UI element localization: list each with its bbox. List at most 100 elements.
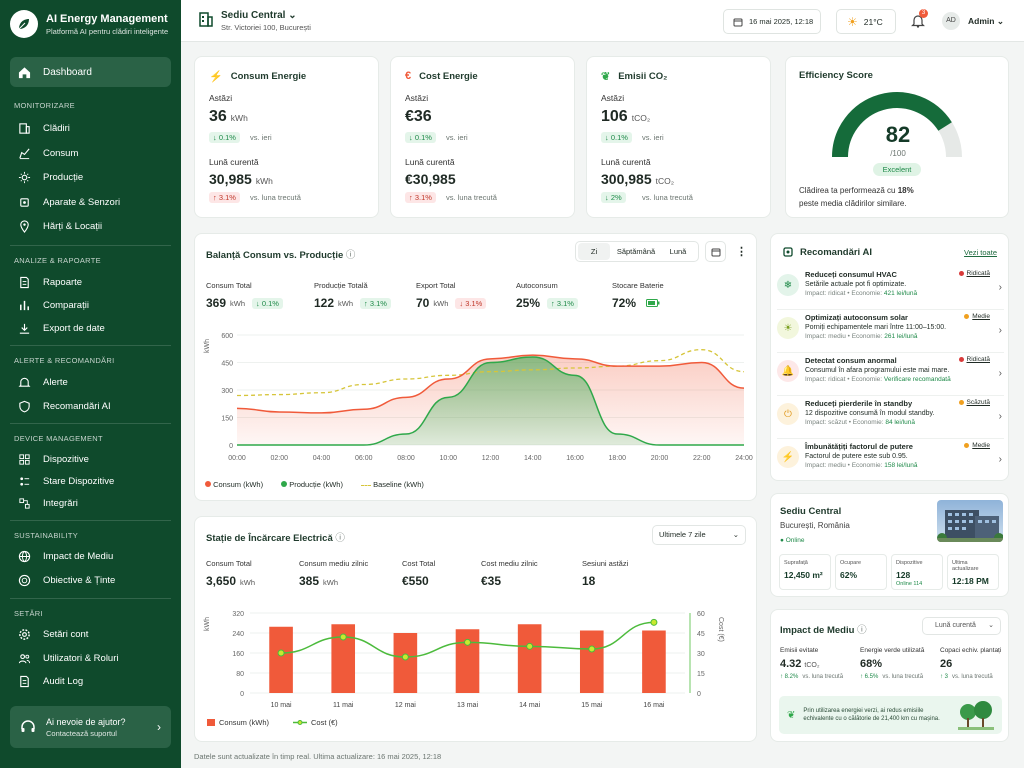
recommendation-item[interactable]: ❄ Reduceți consumul HVAC Setările actuale … [777, 268, 1004, 308]
recommendation-item[interactable]: ⏻ Reduceți pierderile în standby 12 dispoz… [777, 397, 1004, 437]
more-options-icon[interactable]: ⋮ [736, 246, 747, 258]
kpi-today-unit: tCO₂ [631, 113, 651, 123]
sidebar-item-setări-cont[interactable]: Setări cont [18, 628, 88, 641]
priority-label: Ridicată [966, 356, 990, 363]
recommendation-icon: ⏻ [777, 403, 799, 425]
shield-icon [19, 400, 30, 413]
consum-bar [393, 633, 418, 693]
cost-point [339, 633, 347, 641]
charging-stat-unit: kWh [323, 578, 339, 587]
recommendation-item[interactable]: 🔔 Detectat consum anormal Consumul în afar… [777, 354, 1004, 394]
balance-stat-delta: ↑ 3.1% [547, 297, 578, 309]
sidebar-item-producție[interactable]: Producție [18, 171, 83, 184]
weather-widget[interactable]: ☀ 21°C [836, 9, 896, 34]
recommendation-desc: Setările actuale pot fi optimizate. [805, 281, 907, 288]
sidebar-item-dispozitive[interactable]: Dispozitive [18, 453, 89, 466]
building-icon [19, 123, 30, 134]
recommendation-saving: 421 lei/lună [883, 290, 918, 297]
sidebar-item-alerte[interactable]: Alerte [18, 376, 68, 389]
chevron-down-icon: ⌄ [732, 530, 739, 539]
recommendation-body: Optimizați autoconsum solar Porniți echip… [805, 311, 1004, 351]
sidebar-item-audit-log[interactable]: Audit Log [18, 675, 83, 688]
kpi-title-text: Consum Energie [230, 71, 307, 82]
sidebar-item-label: Alerte [43, 377, 68, 388]
sidebar-divider [10, 245, 171, 246]
chevron-right-icon: › [998, 411, 1002, 422]
sidebar-item-obiective-ținte[interactable]: Obiective & Ținte [18, 574, 115, 587]
x-tick-label: 02:00 [270, 455, 288, 462]
impact-note-text: Prin utilizarea energiei verzi, ai redus… [803, 708, 940, 722]
info-icon[interactable]: ⓘ [335, 533, 345, 544]
recommendation-title: Îmbunătățiți factorul de putere [805, 442, 913, 451]
kpi-month-value: 30,985 kWh [209, 171, 273, 187]
site-name: Sediu Central [221, 10, 286, 21]
recommendation-desc: Consumul în afara programului este mai m… [805, 367, 950, 374]
kpi-month-value: 300,985 tCO₂ [601, 171, 674, 187]
notification-badge: 3 [919, 9, 928, 18]
charging-stat-label: Sesiuni astăzi [582, 559, 629, 568]
sidebar-item-stare-dispozitive[interactable]: Stare Dispozitive [18, 475, 114, 488]
site-stat: Dispozitive 128 Online 114 [891, 554, 943, 590]
recommendation-meta: Impact: ridicat • Economie: Verificare r… [805, 376, 1004, 383]
datetime-picker[interactable]: 16 mai 2025, 12:18 [723, 9, 821, 34]
balance-card: Balanță Consum vs. Producție ⓘ Zi Săptăm… [194, 233, 757, 501]
info-icon[interactable]: ⓘ [345, 250, 356, 261]
sidebar-item-rapoarte[interactable]: Rapoarte [18, 276, 82, 289]
balance-stat-delta: ↑ 3.1% [360, 297, 391, 309]
sidebar-item-clădiri[interactable]: Clădiri [18, 122, 70, 135]
balance-line-chart: 0 150 300 450 600 kWh 00:00 02:00 04:00 06:00 08:0… [204, 333, 753, 462]
cost-point [588, 645, 596, 653]
recommendation-desc: 12 dispozitive consumă în modul standby. [805, 410, 935, 417]
sidebar-item-impact-de-mediu[interactable]: Impact de Mediu [18, 550, 113, 563]
sidebar-item-recomandări-ai[interactable]: Recomandări AI [18, 400, 111, 413]
sidebar-item-aparate-senzori[interactable]: Aparate & Senzori [18, 196, 120, 209]
recommendation-item[interactable]: ⚡ Îmbunătățiți factorul de putere Factorul… [777, 440, 1004, 480]
chevron-down-icon: ⌄ [988, 622, 994, 629]
recommendation-divider [777, 309, 1004, 310]
calendar-button[interactable] [705, 241, 726, 262]
compare-icon [20, 300, 29, 311]
tab-saptamana[interactable]: Săptămână [616, 247, 656, 256]
battery-icon [646, 296, 660, 310]
sidebar-item-label: Dashboard [43, 66, 92, 78]
kpi-month-label: Lună curentă [405, 157, 455, 167]
view-all-link[interactable]: Vezi toate [964, 248, 997, 257]
sidebar-item-hărți-locații[interactable]: Hărți & Locații [18, 220, 102, 233]
sidebar-item-integrări[interactable]: Integrări [18, 497, 78, 510]
sidebar-item-utilizatori-roluri[interactable]: Utilizatori & Roluri [18, 652, 119, 665]
sidebar-item-consum[interactable]: Consum [18, 147, 78, 160]
y-tick-label: 320 [232, 611, 244, 618]
cost-point [464, 638, 471, 646]
notification-button[interactable]: 3 [911, 9, 928, 31]
impact-delta-value: ↑ 8.2% [780, 674, 799, 680]
kpi-month-number: €30,985 [405, 171, 456, 187]
chevron-down-icon: ⌄ [996, 16, 1004, 26]
help-link[interactable]: Contactează suportul [46, 728, 117, 738]
status-icon [20, 477, 30, 486]
help-card[interactable]: Ai nevoie de ajutor? Contactează suportu… [10, 706, 171, 748]
impact-period-select[interactable]: Lună curentă ⌄ [922, 617, 1001, 635]
avatar[interactable]: AD [942, 12, 960, 30]
balance-stat-label: Autoconsum [516, 281, 558, 290]
impact-delta-value: ↑ 6.5% [860, 674, 879, 680]
efficiency-desc-c: peste media clădirilor similare. [799, 199, 907, 208]
recommendation-item[interactable]: ☀ Optimizați autoconsum solar Porniți echi… [777, 311, 1004, 351]
brand[interactable]: AI Energy Management Platformă AI pentru… [10, 10, 168, 38]
priority-badge: Medie [964, 313, 990, 320]
user-menu[interactable]: Admin ⌄ [968, 16, 1004, 27]
kpi-month-delta: ↑ 3.1% [209, 192, 240, 203]
period-select[interactable]: Ultimele 7 zile ⌄ [652, 525, 746, 545]
site-selector[interactable]: Sediu Central ⌄ Str. Victoriei 100, Bucu… [221, 10, 311, 32]
tab-luna[interactable]: Lună [669, 247, 687, 256]
info-icon[interactable]: ⓘ [857, 625, 867, 636]
recommendation-body: Reduceți pierderile în standby 12 dispozi… [805, 397, 1004, 437]
sidebar-item-label: Impact de Mediu [43, 551, 114, 562]
tab-zi[interactable]: Zi [578, 243, 610, 260]
cost-point [277, 649, 285, 657]
y-tick-label: 240 [232, 631, 244, 638]
sidebar-item-export-de-date[interactable]: Export de date [18, 322, 105, 335]
impact-delta-value: ↑ 3 [940, 674, 949, 680]
sidebar-item-dashboard[interactable]: Dashboard [10, 57, 171, 87]
sidebar-item-comparații[interactable]: Comparații [18, 299, 89, 312]
y2-tick-label: 15 [697, 671, 705, 678]
